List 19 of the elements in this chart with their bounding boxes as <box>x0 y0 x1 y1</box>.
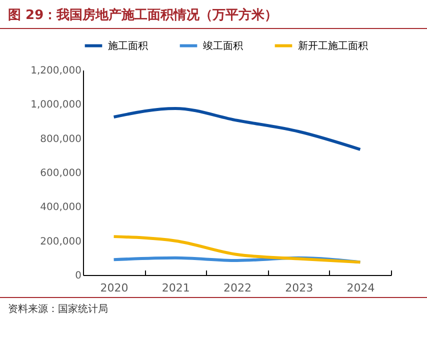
x-tick-label: 2022 <box>224 282 252 294</box>
chart-title: 图 29：我国房地产施工面积情况（万平方米） <box>0 0 427 29</box>
y-tick-label: 400,000 <box>40 202 82 214</box>
line-series <box>112 106 362 151</box>
y-tick-label: 200,000 <box>40 236 82 248</box>
legend-label: 新开工施工面积 <box>298 40 368 52</box>
y-tick-label: 0 <box>75 270 82 282</box>
line-series <box>112 235 362 264</box>
x-tick-label: 2023 <box>285 282 314 294</box>
text: 资料来源：国家统计局 <box>0 297 427 320</box>
x-tick-label: 2021 <box>162 282 190 294</box>
x-tick-label: 2020 <box>100 282 128 294</box>
x-tick-label: 2024 <box>346 282 375 294</box>
y-tick-label: 600,000 <box>40 168 82 179</box>
legend-label: 竣工面积 <box>203 40 243 52</box>
legend-label: 施工面积 <box>108 40 148 52</box>
y-tick-label: 800,000 <box>40 134 82 145</box>
y-tick-label: 1,000,000 <box>30 100 82 111</box>
y-tick-label: 1,200,000 <box>30 66 82 76</box>
